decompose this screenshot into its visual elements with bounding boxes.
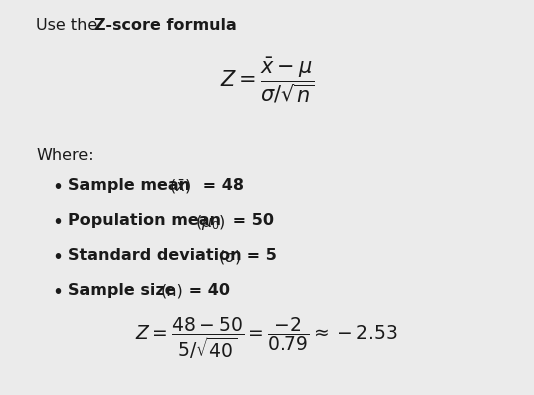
Text: •: • [52, 283, 63, 302]
Text: $Z = \dfrac{\bar{x} - \mu}{\sigma/\sqrt{n}}$: $Z = \dfrac{\bar{x} - \mu}{\sigma/\sqrt{… [220, 55, 314, 105]
Text: = 40: = 40 [183, 283, 230, 298]
Text: $(\mu_0)$: $(\mu_0)$ [195, 213, 226, 232]
Text: :: : [203, 18, 208, 33]
Text: $(\bar{x})$: $(\bar{x})$ [169, 178, 192, 196]
Text: •: • [52, 213, 63, 232]
Text: •: • [52, 178, 63, 197]
Text: Sample mean: Sample mean [68, 178, 196, 193]
Text: $Z = \dfrac{48 - 50}{5/\sqrt{40}} = \dfrac{-2}{0.79} \approx -2.53$: $Z = \dfrac{48 - 50}{5/\sqrt{40}} = \dfr… [136, 315, 398, 361]
Text: Use the: Use the [36, 18, 103, 33]
Text: = 5: = 5 [241, 248, 277, 263]
Text: Where:: Where: [36, 148, 93, 163]
Text: Population mean: Population mean [68, 213, 226, 228]
Text: Z-score formula: Z-score formula [94, 18, 237, 33]
Text: Standard deviation: Standard deviation [68, 248, 247, 263]
Text: (n): (n) [161, 283, 184, 298]
Text: $(\sigma)$: $(\sigma)$ [218, 248, 241, 266]
Text: = 50: = 50 [227, 213, 274, 228]
Text: Sample size: Sample size [68, 283, 181, 298]
Text: •: • [52, 248, 63, 267]
Text: = 48: = 48 [197, 178, 244, 193]
